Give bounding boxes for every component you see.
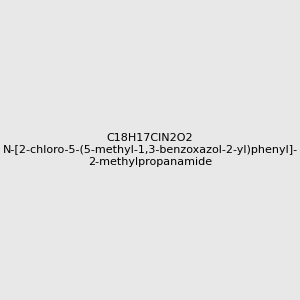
Text: C18H17ClN2O2
N-[2-chloro-5-(5-methyl-1,3-benzoxazol-2-yl)phenyl]-
2-methylpropan: C18H17ClN2O2 N-[2-chloro-5-(5-methyl-1,3… <box>2 134 298 166</box>
